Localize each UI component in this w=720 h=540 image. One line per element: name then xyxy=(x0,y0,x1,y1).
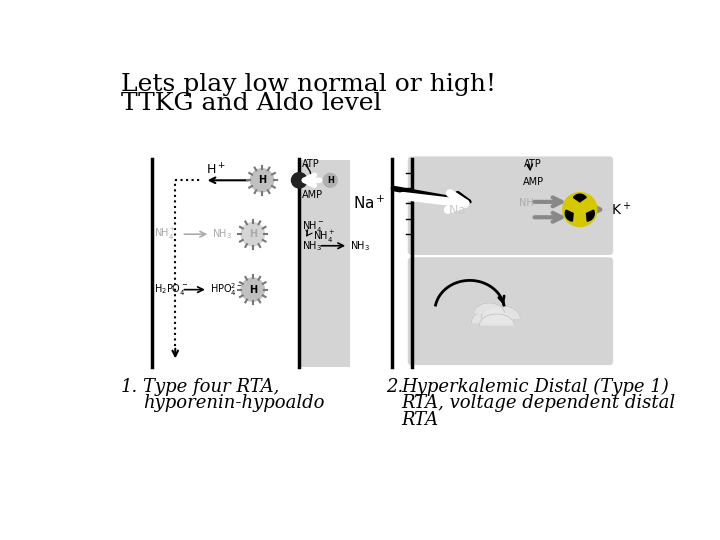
Text: Lets play low normal or high!: Lets play low normal or high! xyxy=(121,72,496,96)
Text: ATP: ATP xyxy=(524,159,541,168)
Text: ATP: ATP xyxy=(302,159,320,168)
Wedge shape xyxy=(587,210,594,221)
Text: Type four RTA,: Type four RTA, xyxy=(143,378,279,396)
Text: hyporenin-hypoaldo: hyporenin-hypoaldo xyxy=(143,394,324,413)
Circle shape xyxy=(251,168,274,192)
Text: TTKG and Aldo level: TTKG and Aldo level xyxy=(121,92,382,115)
Circle shape xyxy=(323,173,337,187)
Text: Na$^+$: Na$^+$ xyxy=(449,204,476,219)
Text: 2.: 2. xyxy=(386,378,403,396)
Text: NH$_3$: NH$_3$ xyxy=(212,227,233,241)
Text: +: + xyxy=(242,283,253,296)
Text: RTA: RTA xyxy=(402,410,438,429)
Circle shape xyxy=(577,206,583,213)
Text: K$^+$: K$^+$ xyxy=(611,201,631,218)
Wedge shape xyxy=(565,210,573,221)
Circle shape xyxy=(292,173,307,188)
Text: RTA, voltage dependent distal: RTA, voltage dependent distal xyxy=(402,394,675,413)
Text: AMP: AMP xyxy=(523,177,544,187)
Polygon shape xyxy=(472,309,515,323)
Text: AMP: AMP xyxy=(302,190,323,200)
Text: Hyperkalemic Distal (Type 1): Hyperkalemic Distal (Type 1) xyxy=(402,378,670,396)
Polygon shape xyxy=(480,314,514,325)
Text: H$_2$PO$_4^-$: H$_2$PO$_4^-$ xyxy=(154,282,189,297)
Text: NH$_3$: NH$_3$ xyxy=(302,239,323,253)
Wedge shape xyxy=(573,194,586,202)
Circle shape xyxy=(563,193,597,226)
Text: H$^+$: H$^+$ xyxy=(206,163,226,178)
Text: NH: NH xyxy=(518,198,534,208)
Text: NH$_4^+$: NH$_4^+$ xyxy=(313,229,336,245)
Text: NH$_4^-$: NH$_4^-$ xyxy=(302,219,325,234)
FancyBboxPatch shape xyxy=(408,157,613,255)
Text: HPO$_4^{2-}$: HPO$_4^{2-}$ xyxy=(210,281,244,298)
Text: H: H xyxy=(327,176,333,185)
Text: NH$_3$: NH$_3$ xyxy=(351,239,371,253)
FancyBboxPatch shape xyxy=(300,160,350,367)
Circle shape xyxy=(241,278,264,301)
Polygon shape xyxy=(481,306,521,318)
Text: H: H xyxy=(248,285,257,295)
Polygon shape xyxy=(474,303,504,313)
Text: 1.: 1. xyxy=(121,378,138,396)
Text: +: + xyxy=(239,228,249,241)
Text: H: H xyxy=(248,229,257,239)
Text: H: H xyxy=(258,176,266,185)
Circle shape xyxy=(241,222,264,246)
Text: NH$_4^+$: NH$_4^+$ xyxy=(154,226,177,242)
FancyBboxPatch shape xyxy=(408,257,613,365)
Text: Na$^+$: Na$^+$ xyxy=(354,195,386,212)
